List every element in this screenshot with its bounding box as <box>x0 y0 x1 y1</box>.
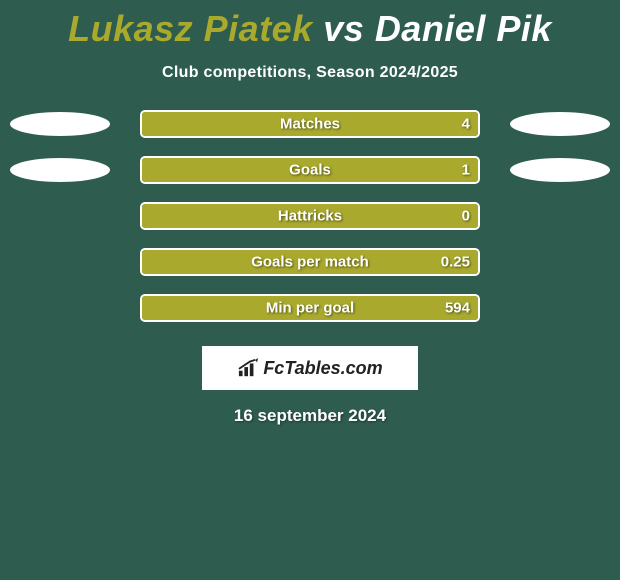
player2-name: Daniel Pik <box>375 8 552 49</box>
stat-row: Goals per match 0.25 <box>0 248 620 276</box>
stat-bar: Hattricks 0 <box>140 202 480 230</box>
vs-connector: vs <box>323 8 364 49</box>
stat-row: Min per goal 594 <box>0 294 620 322</box>
player2-value-ellipse <box>510 158 610 182</box>
stat-value: 0 <box>462 208 470 225</box>
stats-bars-container: Matches 4 Goals 1 Hattricks 0 Goals per match 0… <box>0 110 620 322</box>
stat-label: Goals per match <box>251 254 369 271</box>
stat-row: Matches 4 <box>0 110 620 138</box>
stat-value: 0.25 <box>441 254 470 271</box>
player1-name: Lukasz Piatek <box>68 8 313 49</box>
bar-chart-icon <box>237 358 259 378</box>
stat-bar: Goals 1 <box>140 156 480 184</box>
stat-row: Hattricks 0 <box>0 202 620 230</box>
stat-label: Matches <box>280 116 340 133</box>
stat-value: 594 <box>445 300 470 317</box>
brand-box: FcTables.com <box>202 346 418 390</box>
stat-value: 1 <box>462 162 470 179</box>
stat-bar: Goals per match 0.25 <box>140 248 480 276</box>
player2-value-ellipse <box>510 112 610 136</box>
player1-value-ellipse <box>10 112 110 136</box>
stat-row: Goals 1 <box>0 156 620 184</box>
stat-bar: Min per goal 594 <box>140 294 480 322</box>
stat-bar: Matches 4 <box>140 110 480 138</box>
stat-label: Goals <box>289 162 331 179</box>
brand-text: FcTables.com <box>263 358 382 379</box>
subtitle: Club competitions, Season 2024/2025 <box>0 64 620 82</box>
comparison-title: Lukasz Piatek vs Daniel Pik <box>0 0 620 50</box>
date-text: 16 september 2024 <box>0 406 620 426</box>
stat-label: Min per goal <box>266 300 354 317</box>
stat-label: Hattricks <box>278 208 342 225</box>
player1-value-ellipse <box>10 158 110 182</box>
stat-value: 4 <box>462 116 470 133</box>
